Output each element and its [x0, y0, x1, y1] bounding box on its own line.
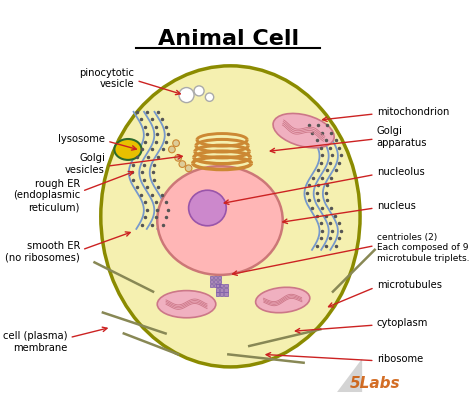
- Bar: [210, 280, 213, 283]
- Text: Golgi
apparatus: Golgi apparatus: [377, 126, 427, 148]
- Ellipse shape: [189, 190, 226, 226]
- Bar: [224, 284, 228, 287]
- Text: cytoplasm: cytoplasm: [377, 318, 428, 328]
- Circle shape: [179, 87, 194, 103]
- Text: pinocytotic
vesicle: pinocytotic vesicle: [79, 67, 134, 89]
- Bar: [216, 288, 219, 292]
- Ellipse shape: [101, 66, 360, 367]
- Bar: [220, 288, 223, 292]
- Text: 5Labs: 5Labs: [349, 376, 400, 391]
- Bar: [220, 292, 223, 296]
- Text: Animal Cell: Animal Cell: [158, 29, 299, 49]
- Circle shape: [173, 140, 180, 146]
- Text: lysosome: lysosome: [58, 134, 105, 144]
- Ellipse shape: [157, 166, 283, 275]
- Bar: [214, 276, 217, 279]
- Circle shape: [194, 86, 204, 96]
- Bar: [220, 284, 223, 287]
- Text: nucleolus: nucleolus: [377, 168, 425, 178]
- Bar: [214, 280, 217, 283]
- Ellipse shape: [255, 287, 310, 313]
- Text: ribosome: ribosome: [377, 354, 423, 364]
- Bar: [224, 292, 228, 296]
- Text: smooth ER
(no ribosomes): smooth ER (no ribosomes): [5, 241, 80, 263]
- Bar: [210, 284, 213, 287]
- Text: Golgi
vesicles: Golgi vesicles: [65, 153, 105, 175]
- Text: nucleus: nucleus: [377, 201, 416, 211]
- Text: cell (plasma)
membrane: cell (plasma) membrane: [3, 331, 67, 353]
- Bar: [218, 284, 221, 287]
- Text: rough ER
(endoplasmic
reticulum): rough ER (endoplasmic reticulum): [13, 179, 80, 212]
- Text: microtubules: microtubules: [377, 280, 442, 290]
- Polygon shape: [337, 359, 362, 392]
- Bar: [216, 292, 219, 296]
- Ellipse shape: [157, 291, 216, 318]
- Bar: [216, 284, 219, 287]
- Circle shape: [185, 165, 192, 172]
- Ellipse shape: [114, 139, 142, 160]
- Ellipse shape: [273, 114, 334, 148]
- Text: centrioles (2)
Each composed of 9
microtubule triplets.: centrioles (2) Each composed of 9 microt…: [377, 233, 469, 262]
- Bar: [218, 280, 221, 283]
- Text: mitochondrion: mitochondrion: [377, 107, 449, 117]
- Circle shape: [179, 161, 186, 167]
- Bar: [224, 288, 228, 292]
- Circle shape: [175, 154, 182, 161]
- Bar: [210, 276, 213, 279]
- Bar: [218, 276, 221, 279]
- Circle shape: [169, 146, 175, 153]
- Bar: [214, 284, 217, 287]
- Circle shape: [205, 93, 214, 102]
